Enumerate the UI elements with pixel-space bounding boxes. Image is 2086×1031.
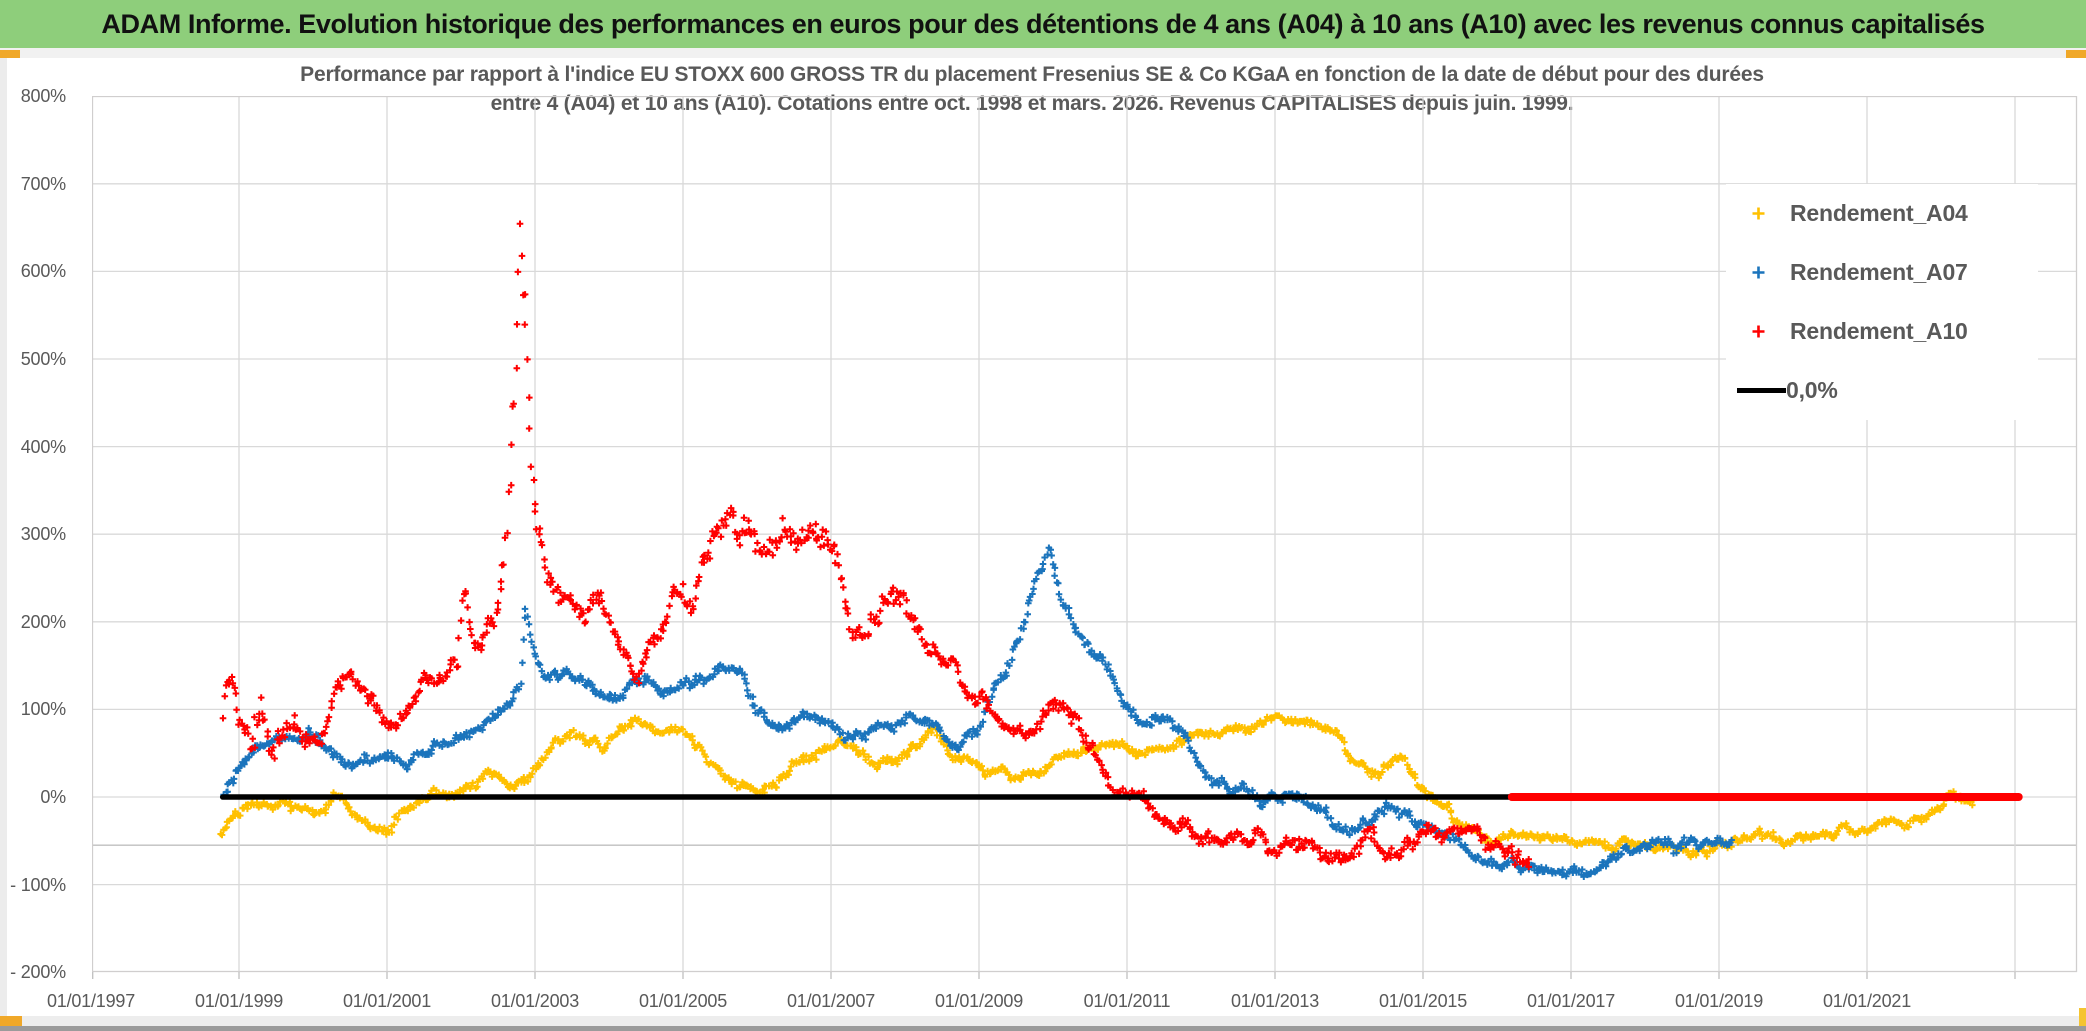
y-axis-label: - 200% xyxy=(10,962,66,983)
header-bar: ADAM Informe. Evolution historique des p… xyxy=(0,0,2086,48)
series-Rendement_A04 xyxy=(217,712,1977,861)
x-axis-label: 01/01/2005 xyxy=(638,991,728,1011)
y-axis-label: 100% xyxy=(20,699,66,720)
left-edge-strip xyxy=(0,58,7,1016)
x-axis-label: 01/01/2013 xyxy=(1230,991,1320,1011)
y-axis-label: 200% xyxy=(20,611,66,632)
y-axis-label: 800% xyxy=(20,86,66,107)
x-axis-label: 01/01/2015 xyxy=(1378,991,1468,1011)
x-axis-label: 01/01/2017 xyxy=(1526,991,1616,1011)
x-axis-label: 01/01/1997 xyxy=(46,991,136,1011)
y-axis-label: 500% xyxy=(20,349,66,369)
corner-accent-bottom-left xyxy=(0,1016,22,1026)
page-title: ADAM Informe. Evolution historique des p… xyxy=(101,8,1985,39)
x-axis-label: 01/01/2003 xyxy=(490,991,580,1011)
x-axis-label: 01/01/2009 xyxy=(934,991,1024,1011)
legend-label: Rendement_A04 xyxy=(1790,200,1968,226)
chart-area: Performance par rapport à l'indice EU ST… xyxy=(0,58,2086,1016)
legend-label: 0,0% xyxy=(1786,377,1838,403)
x-axis-label: 01/01/1999 xyxy=(194,991,284,1011)
x-axis-label: 01/01/2019 xyxy=(1674,991,1764,1011)
bottom-window-border xyxy=(0,1026,2086,1031)
y-axis-label: 600% xyxy=(20,261,66,282)
legend: Rendement_A04 Rendement_A07 Rendement_A10 0… xyxy=(1726,184,2038,420)
plot-border xyxy=(92,96,2078,973)
series-Rendement_A10 xyxy=(219,220,1532,871)
x-axis-label: 01/01/2007 xyxy=(786,991,876,1011)
header-shadow-strip xyxy=(0,48,2086,58)
chart-title: Performance par rapport à l'indice EU ST… xyxy=(92,60,1972,118)
plus-marker-icon xyxy=(1726,206,1790,221)
legend-item-0-0-: 0,0% xyxy=(1726,361,2038,420)
y-axis-label: 400% xyxy=(20,436,66,457)
x-axis-label: 01/01/2001 xyxy=(342,991,432,1011)
legend-item-rendement-a10: Rendement_A10 xyxy=(1726,302,2038,361)
bottom-strip xyxy=(0,1016,2086,1026)
legend-label: Rendement_A07 xyxy=(1790,259,1968,285)
zero-line-sample-icon xyxy=(1737,388,1786,393)
corner-accent-bottom-right xyxy=(2079,1008,2086,1026)
plus-marker-icon xyxy=(1726,265,1790,280)
x-axis-label: 01/01/2021 xyxy=(1822,991,1912,1011)
legend-label: Rendement_A10 xyxy=(1790,318,1968,344)
corner-accent-top-right xyxy=(2066,50,2086,58)
x-axis-label: 01/01/2011 xyxy=(1083,991,1171,1011)
y-axis-label: 300% xyxy=(20,524,66,545)
y-axis-label: - 100% xyxy=(10,874,66,895)
series-Rendement_A07 xyxy=(220,544,1735,880)
legend-item-rendement-a07: Rendement_A07 xyxy=(1726,243,2038,302)
plus-marker-icon xyxy=(1726,324,1790,339)
chart-title-line2: entre 4 (A04) et 10 ans (A10). Cotations… xyxy=(490,92,1574,115)
y-axis-label: 700% xyxy=(20,173,66,194)
chart-title-line1: Performance par rapport à l'indice EU ST… xyxy=(300,63,1764,86)
y-axis-label: 0% xyxy=(40,787,66,807)
corner-accent-top-left xyxy=(0,50,20,58)
legend-item-rendement-a04: Rendement_A04 xyxy=(1726,184,2038,243)
